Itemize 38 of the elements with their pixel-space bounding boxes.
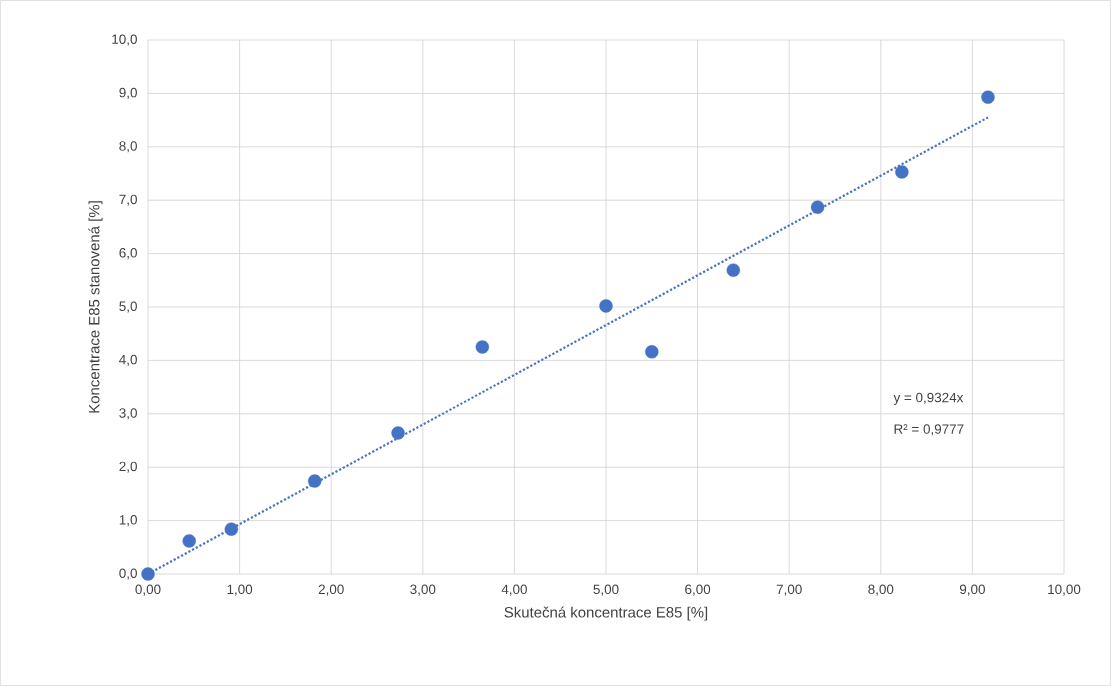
point	[391, 426, 405, 440]
point	[308, 474, 322, 488]
point	[599, 299, 613, 313]
y-tick-label: 10,0	[112, 34, 137, 46]
y-tick-label: 9,0	[119, 87, 137, 99]
point	[182, 534, 196, 548]
y-tick-label: 5,0	[119, 301, 137, 313]
x-tick-label: 3,00	[410, 584, 436, 596]
y-tick-label: 1,0	[119, 515, 137, 527]
point	[981, 90, 995, 104]
x-tick-label: 5,00	[593, 584, 619, 596]
y-tick-label: 0,0	[119, 568, 137, 580]
point	[645, 345, 659, 359]
x-tick-label: 8,00	[868, 584, 894, 596]
y-tick-label: 6,0	[119, 248, 137, 260]
x-tick-label: 0,00	[135, 584, 161, 596]
annotation: y = 0,9324x	[893, 392, 964, 405]
y-axis-title: Koncentrace E85 stanovená [%]	[88, 201, 103, 413]
point	[895, 165, 909, 179]
y-tick-label: 7,0	[119, 194, 137, 206]
y-tick-label: 4,0	[119, 354, 137, 366]
y-tick-label: 2,0	[119, 461, 137, 473]
x-tick-label: 1,00	[227, 584, 253, 596]
point	[141, 567, 155, 581]
y-tick-label: 8,0	[119, 141, 137, 153]
point	[810, 200, 825, 214]
x-axis-title: Skutečná koncentrace E85 [%]	[504, 606, 708, 621]
x-tick-label: 9,00	[959, 584, 985, 596]
x-tick-label: 4,00	[501, 584, 527, 596]
annotation: R² = 0,9777	[894, 424, 964, 436]
point	[726, 263, 741, 277]
y-tick-label: 3,0	[119, 408, 137, 420]
x-tick-label: 7,00	[776, 584, 802, 596]
x-tick-label: 6,00	[685, 584, 711, 596]
x-tick-label: 2,00	[318, 584, 344, 596]
point	[475, 340, 490, 354]
x-tick-label: 10,00	[1048, 584, 1081, 596]
point	[224, 522, 239, 536]
